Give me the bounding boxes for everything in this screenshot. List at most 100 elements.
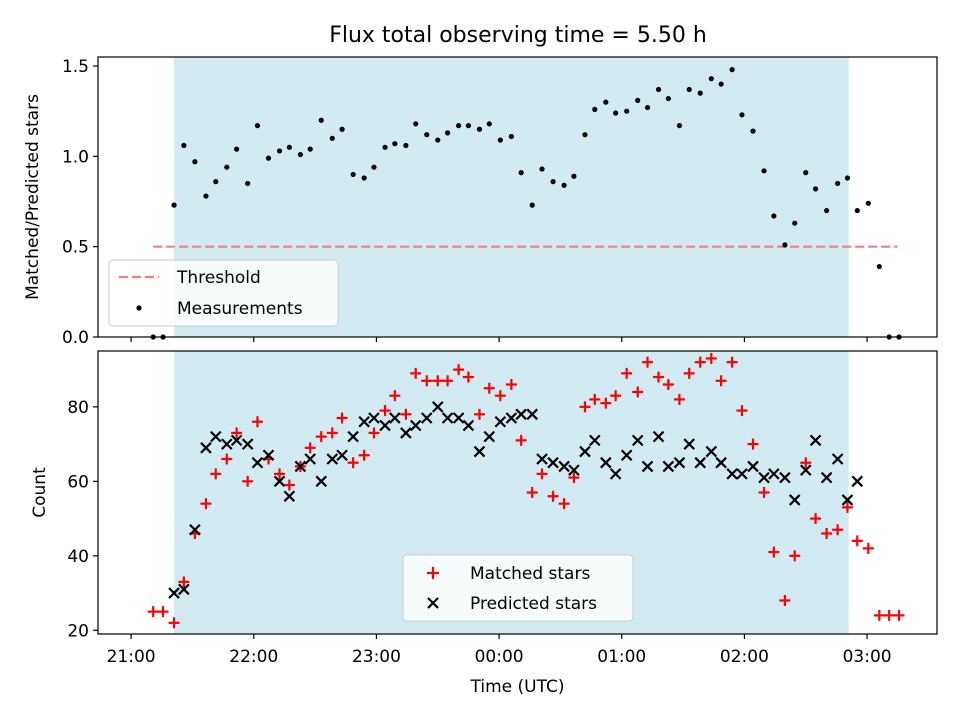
cross-b <box>662 460 675 473</box>
matched-stars-point <box>873 609 885 621</box>
measurements-point <box>582 132 588 138</box>
measurements-point <box>476 126 483 132</box>
measurements-point <box>339 126 345 132</box>
matched-stars-point <box>389 390 401 402</box>
measurements-point <box>424 132 430 138</box>
predicted-stars-point <box>641 460 654 473</box>
legend-measurements-swatch <box>136 305 142 311</box>
predicted-stars-point <box>400 427 412 439</box>
predicted-stars-point <box>358 415 370 428</box>
matched-stars-point <box>862 542 874 554</box>
matched-stars-point <box>421 375 433 387</box>
cross-b <box>758 471 770 484</box>
predicted-stars-point <box>389 412 401 424</box>
cross-b <box>168 587 180 599</box>
cross-b <box>294 460 307 473</box>
matched-stars-point <box>547 490 559 502</box>
cross-b <box>452 412 465 424</box>
predicted-stars-point <box>736 468 748 480</box>
cross-b <box>483 430 496 443</box>
measurements-point <box>245 180 251 187</box>
predicted-stars-point <box>315 475 328 488</box>
measurements-point <box>276 148 283 154</box>
matched-stars-point <box>473 408 485 420</box>
measurements-point <box>655 86 662 93</box>
cross-b <box>315 475 328 488</box>
matched-stars-point <box>832 524 844 536</box>
predicted-stars-point <box>747 460 759 473</box>
predicted-stars-point <box>379 419 391 432</box>
matched-stars-point <box>368 427 380 439</box>
matched-stars-point <box>242 475 254 487</box>
cross-b <box>779 471 791 484</box>
cross-b <box>420 412 433 424</box>
predicted-stars-point <box>547 456 559 469</box>
cross-b <box>694 456 707 469</box>
matched-stars-point <box>579 401 591 413</box>
cross-b <box>820 471 833 484</box>
measurements-point <box>665 95 671 102</box>
predicted-stars-point <box>820 471 833 484</box>
matched-stars-point <box>821 527 833 539</box>
measurements-point <box>761 168 767 174</box>
measurements-point <box>771 213 777 219</box>
legend: Matched stars Predicted stars <box>402 554 634 622</box>
cross-b <box>241 438 254 450</box>
matched-stars-point <box>400 408 412 420</box>
y-axis-label: Count <box>30 467 50 518</box>
legend-matched-label: Matched stars <box>470 564 590 584</box>
predicted-stars-point <box>600 456 612 469</box>
predicted-stars-point <box>631 434 644 447</box>
predicted-stars-point <box>420 412 433 424</box>
measurements-point <box>297 151 303 158</box>
cross-b <box>831 453 844 465</box>
predicted-stars-point <box>831 453 844 465</box>
matched-stars-point <box>568 472 580 484</box>
x-axis-label: Time (UTC) <box>470 677 565 697</box>
predicted-stars-point <box>558 460 570 473</box>
cross-b <box>283 490 296 503</box>
cross-b <box>326 453 339 465</box>
predicted-stars-point <box>799 464 812 476</box>
cross-b <box>409 419 422 432</box>
measurements-point <box>676 123 683 129</box>
legend-threshold-label: Threshold <box>176 268 261 288</box>
matched-stars-point <box>632 386 644 398</box>
predicted-stars-point <box>809 434 822 447</box>
measurements-point <box>403 142 409 149</box>
cross-b <box>683 438 696 450</box>
cross-b <box>547 456 559 469</box>
matched-stars-point <box>558 498 570 510</box>
predicted-stars-point <box>473 445 486 458</box>
matched-stars-point <box>600 397 612 409</box>
matched-stars-point <box>536 468 548 480</box>
measurements-point <box>529 202 535 208</box>
x-tick-label: 00:00 <box>475 647 524 667</box>
axes-frame <box>97 56 938 338</box>
predicted-stars-point <box>209 430 222 443</box>
measurements-point <box>613 110 619 116</box>
legend-box <box>108 259 339 327</box>
cross-b <box>536 453 548 465</box>
predicted-stars-point <box>221 438 233 450</box>
cross-b <box>609 468 622 480</box>
measurements-point <box>435 137 441 143</box>
cross-b <box>262 449 275 462</box>
predicted-stars-point <box>758 471 770 484</box>
matched-stars-point <box>200 498 212 510</box>
measurements-point <box>254 123 261 129</box>
cross-b <box>641 460 654 473</box>
measurements-point <box>865 200 871 206</box>
predicted-stars-point <box>178 583 190 596</box>
cross-b <box>631 434 644 447</box>
measurements-point <box>392 141 398 147</box>
matched-stars-point <box>779 594 791 606</box>
matched-stars-point <box>726 356 738 368</box>
measurements-point <box>644 104 651 111</box>
cross-b <box>336 449 348 462</box>
predicted-stars-point <box>273 475 286 488</box>
matched-stars-point <box>494 390 506 402</box>
cross-b <box>851 475 864 488</box>
y-tick-label: 80 <box>67 398 89 418</box>
matched-stars-point <box>526 487 538 498</box>
